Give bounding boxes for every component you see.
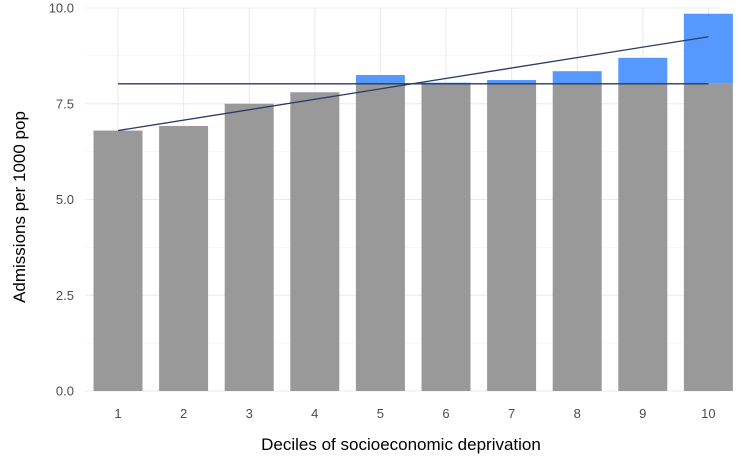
y-tick-label: 2.5 (56, 288, 74, 303)
bar-4 (290, 92, 340, 391)
x-tick-label: 5 (377, 406, 384, 421)
bar-8 (552, 83, 602, 392)
x-tick-label: 10 (701, 406, 715, 421)
x-tick-label: 1 (114, 406, 121, 421)
bar-5 (355, 83, 405, 392)
trend-line (117, 36, 709, 132)
bar-excess-8 (552, 71, 602, 84)
bar-excess-10 (683, 13, 733, 84)
y-tick-label: 7.5 (56, 96, 74, 111)
x-tick-label: 8 (574, 406, 581, 421)
bar-6 (421, 83, 471, 392)
reference-lines (117, 36, 709, 132)
bar-3 (224, 103, 274, 391)
bar-10 (683, 83, 733, 392)
x-tick-label: 4 (311, 406, 318, 421)
x-tick-label: 2 (180, 406, 187, 421)
x-tick-label: 7 (508, 406, 515, 421)
x-tick-label: 6 (442, 406, 449, 421)
bar-excess-9 (618, 57, 668, 84)
bar-9 (618, 83, 668, 392)
x-tick-label: 9 (639, 406, 646, 421)
bar-2 (159, 125, 209, 392)
x-axis-title: Deciles of socioeconomic deprivation (261, 435, 541, 454)
y-axis-title: Admissions per 1000 pop (10, 111, 29, 303)
bar-excess-7 (487, 80, 537, 84)
bar-7 (487, 83, 537, 392)
bars (93, 13, 733, 392)
bar-excess-5 (355, 75, 405, 84)
y-tick-label: 0.0 (56, 384, 74, 399)
x-axis-ticks: 1 2 3 4 5 6 7 8 9 10 (114, 406, 715, 421)
y-tick-label: 10.0 (49, 1, 74, 16)
x-tick-label: 3 (246, 406, 253, 421)
bar-1 (93, 130, 143, 391)
y-tick-label: 5.0 (56, 192, 74, 207)
y-axis-ticks: 0.0 2.5 5.0 7.5 10.0 (49, 1, 74, 399)
